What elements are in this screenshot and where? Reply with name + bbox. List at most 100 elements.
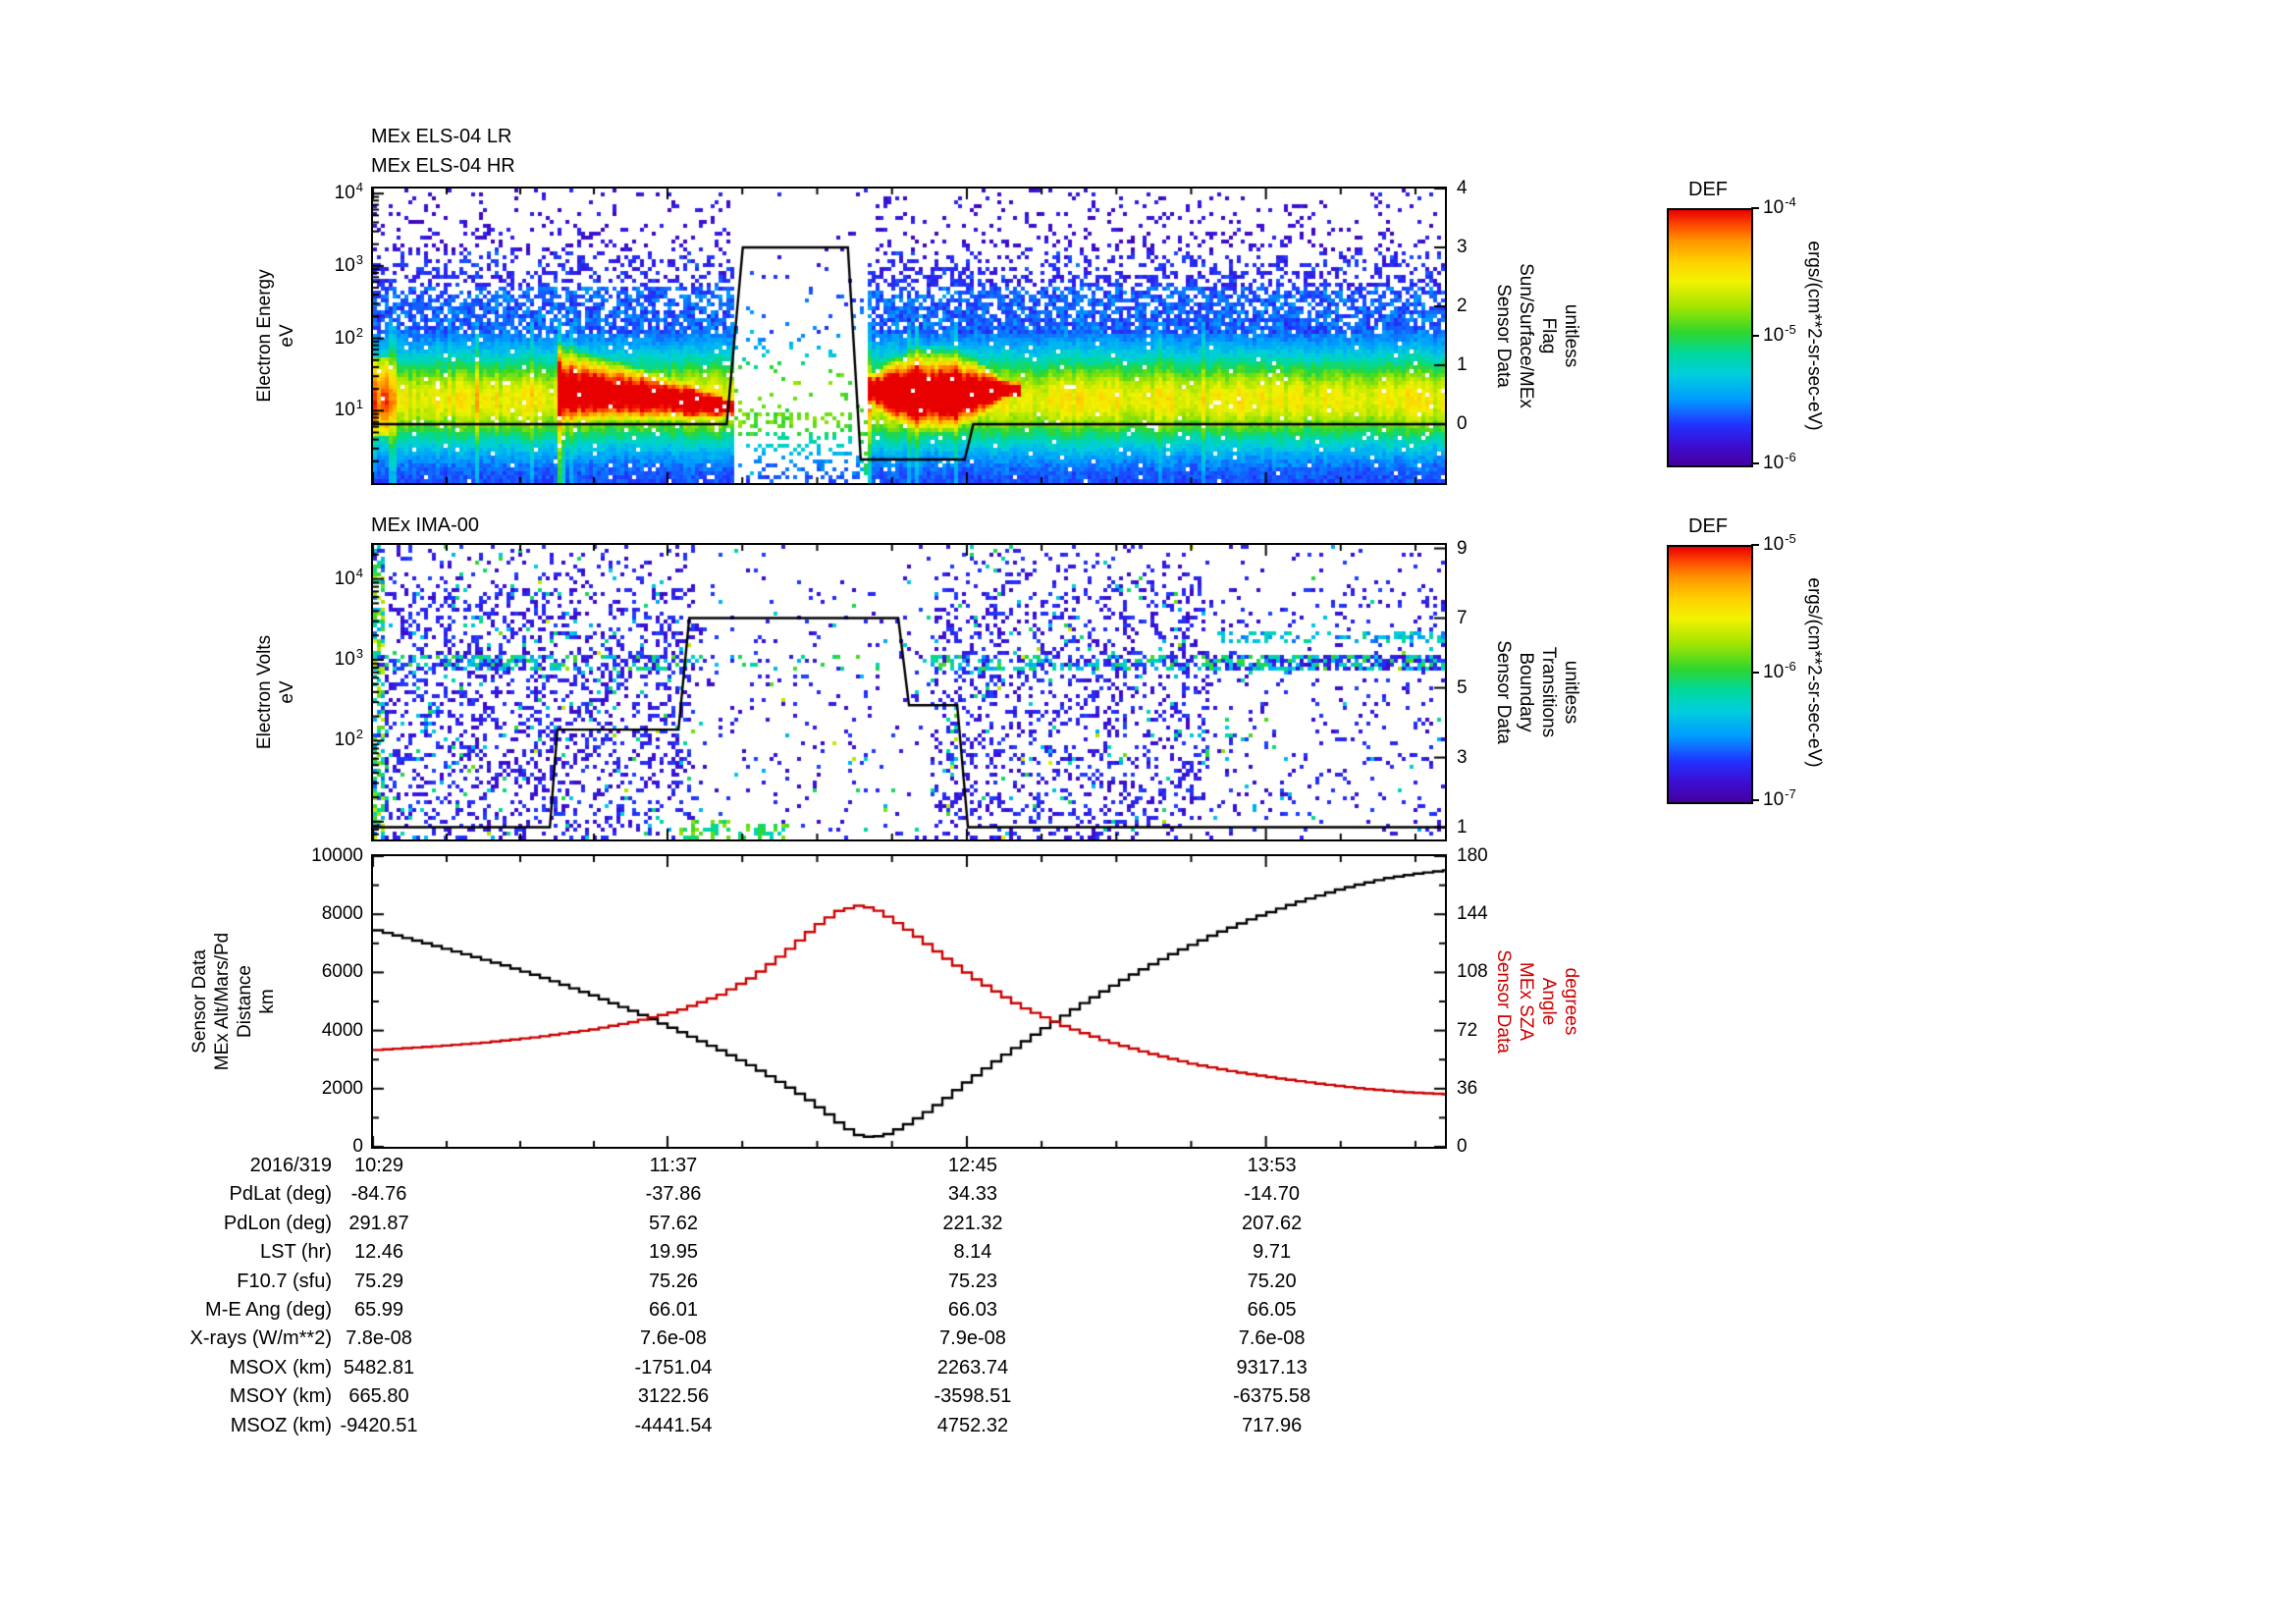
colorbar1-bar	[1667, 208, 1753, 467]
orbit-left-tick-label: 8000	[321, 903, 363, 925]
table-cell: -3598.51	[934, 1385, 1012, 1408]
table-cell: 3122.56	[637, 1385, 710, 1408]
ima-ylabel: Electron Volts eV	[253, 635, 298, 749]
colorbar-tick-label: 10-5	[1763, 531, 1796, 557]
colorbar-tick-label: 10-6	[1763, 450, 1796, 475]
orbit-left-tick-label: 4000	[321, 1019, 363, 1041]
table-cell: 221.32	[942, 1212, 1003, 1234]
table-cell: 13:53	[1247, 1155, 1297, 1176]
colorbar-tick	[1751, 799, 1759, 801]
table-row: F10.7 (sfu) 75.29 75.26 75.23 75.20	[0, 1271, 2296, 1298]
tick-exponent: 2	[355, 727, 363, 742]
axis-label-line: Sun/Surface/MEx	[1516, 263, 1536, 408]
table-cell: 66.05	[1247, 1299, 1297, 1321]
colorbar-tick	[1751, 544, 1759, 546]
table-row: 2016/319 10:29 11:37 12:45 13:53	[0, 1155, 2296, 1182]
table-row-label: PdLon (deg)	[223, 1212, 332, 1234]
table-cell: 10:29	[353, 1155, 404, 1176]
els-ytick-label: 104	[285, 180, 363, 205]
colorbar2-title: DEF	[1688, 515, 1728, 537]
table-cell: -4441.54	[634, 1414, 713, 1436]
tick-mantissa: 10	[1763, 197, 1785, 218]
table-cell: 57.62	[648, 1212, 698, 1234]
tick-exponent: -6	[1785, 450, 1796, 464]
table-cell: 5482.81	[343, 1356, 415, 1379]
tick-mantissa: 10	[334, 730, 355, 751]
table-row-label: LST (hr)	[260, 1241, 332, 1264]
table-row-label: M-E Ang (deg)	[205, 1299, 332, 1321]
colorbar-units: ergs/(cm**2-sr-sec-eV)	[1803, 241, 1826, 430]
ima-title-line1: MEx IMA-00	[371, 514, 480, 536]
axis-label-line: Distance	[235, 965, 255, 1038]
tick-exponent: -5	[1785, 322, 1796, 337]
axis-label-line: Sensor Data	[1493, 640, 1514, 744]
colorbar-units: ergs/(cm**2-sr-sec-eV)	[1803, 577, 1826, 767]
colorbar-tick	[1751, 672, 1759, 674]
axis-label-line: degrees	[1561, 967, 1581, 1036]
table-cell: 12:45	[947, 1155, 997, 1176]
table-cell: 66.03	[947, 1299, 997, 1321]
table-cell: 75.26	[648, 1270, 698, 1292]
table-cell: 291.87	[348, 1212, 409, 1234]
colorbar-tick-label: 10-4	[1763, 194, 1796, 220]
ima-plot-frame	[371, 543, 1447, 841]
ima-right-tick-label: 7	[1457, 607, 1468, 628]
tick-exponent: 4	[355, 565, 363, 580]
els-plot-frame	[371, 187, 1447, 485]
els-right-tick-label: 2	[1457, 296, 1468, 316]
ima-right-tick-label: 5	[1457, 676, 1468, 698]
colorbar-tick	[1751, 462, 1759, 464]
ima-title-block: MEx IMA-00	[371, 511, 479, 540]
orbit-right-label: degrees Angle MEx SZA Sensor Data	[1492, 949, 1582, 1054]
table-cell: -6375.58	[1233, 1385, 1311, 1408]
colorbar-tick-label: 10-6	[1763, 659, 1796, 684]
axis-label-line: MEx Alt/Mars/Pd	[212, 932, 233, 1071]
table-cell: 19.95	[648, 1241, 698, 1264]
table-row: PdLat (deg) -84.76 -37.86 34.33 -14.70	[0, 1183, 2296, 1211]
table-row: PdLon (deg) 291.87 57.62 221.32 207.62	[0, 1213, 2296, 1240]
els-right-tick-label: 0	[1457, 413, 1468, 434]
tick-exponent: 3	[355, 251, 363, 267]
tick-mantissa: 10	[1763, 453, 1785, 473]
colorbar-tick-label: 10-5	[1763, 322, 1796, 348]
els-title-block: MEx ELS-04 LR MEx ELS-04 HR	[371, 122, 515, 181]
tick-mantissa: 10	[334, 183, 355, 204]
table-cell: 7.8e-08	[346, 1327, 412, 1350]
table-cell: 7.9e-08	[939, 1327, 1006, 1350]
axis-label-line: Sensor Data	[1493, 284, 1514, 388]
els-ytick-label: 101	[285, 397, 363, 422]
axis-label-line: Boundary	[1516, 652, 1536, 732]
table-cell: 66.01	[648, 1299, 698, 1321]
table-row: M-E Ang (deg) 65.99 66.01 66.03 66.05	[0, 1299, 2296, 1326]
tick-mantissa: 10	[334, 568, 355, 589]
table-row-label: MSOZ (km)	[230, 1414, 332, 1436]
table-cell: -9420.51	[340, 1414, 418, 1436]
tick-exponent: 3	[355, 646, 363, 662]
tick-mantissa: 10	[334, 254, 355, 276]
ima-spectrogram-canvas	[373, 545, 1445, 839]
axis-label-line: unitless	[1561, 660, 1581, 725]
table-cell: -37.86	[645, 1183, 702, 1206]
orbit-left-tick-label: 6000	[321, 961, 363, 983]
data-table: 2016/319 10:29 11:37 12:45 13:53 PdLat (deg) -…	[0, 1155, 2296, 1459]
orbit-left-tick-label: 2000	[321, 1077, 363, 1099]
tick-exponent: 2	[355, 324, 363, 340]
axis-label-line: Angle	[1538, 977, 1559, 1026]
orbit-left-label: Sensor Data MEx Alt/Mars/Pd Distance km	[188, 933, 279, 1070]
tick-mantissa: 10	[1763, 325, 1785, 346]
tick-mantissa: 10	[334, 649, 355, 671]
axis-label-line: MEx SZA	[1516, 961, 1536, 1042]
ima-ytick-label: 102	[285, 727, 363, 752]
table-cell: 75.20	[1247, 1270, 1297, 1292]
els-ytick-label: 103	[285, 251, 363, 278]
els-ylabel: Electron Energy eV	[253, 269, 298, 402]
table-row-label: 2016/319	[249, 1155, 332, 1176]
table-cell: 8.14	[953, 1241, 992, 1264]
axis-label-line: km	[257, 989, 278, 1014]
ima-right-tick-label: 9	[1457, 537, 1468, 559]
orbit-left-tick-label: 0	[352, 1136, 363, 1157]
orbit-right-tick-label: 0	[1457, 1136, 1468, 1157]
els-ytick-label: 102	[285, 324, 363, 351]
table-row-label: MSOY (km)	[229, 1385, 332, 1408]
